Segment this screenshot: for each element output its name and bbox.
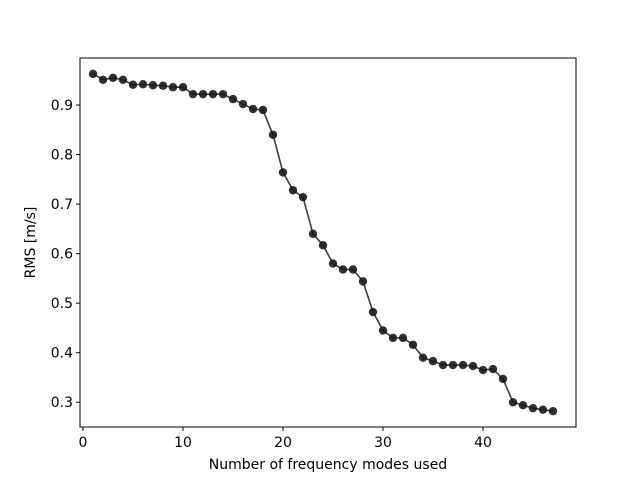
data-point <box>518 401 528 410</box>
data-point <box>138 80 148 89</box>
data-point <box>208 89 218 99</box>
data-point <box>358 277 368 286</box>
data-point <box>388 333 398 343</box>
y-tick-label: 0.7 <box>51 197 73 213</box>
data-point <box>548 406 558 416</box>
data-point <box>328 259 338 268</box>
data-point <box>258 105 268 115</box>
y-axis-label: RMS [m/s] <box>23 207 39 279</box>
data-point <box>178 83 188 92</box>
data-point <box>538 405 548 414</box>
data-point <box>528 403 538 413</box>
data-point <box>148 81 158 90</box>
x-tick-label: 30 <box>374 435 392 451</box>
y-tick-label: 0.4 <box>51 346 73 362</box>
data-point <box>128 80 138 89</box>
data-point <box>188 89 198 99</box>
data-point <box>98 75 108 84</box>
data-point <box>88 69 98 79</box>
data-point <box>418 353 428 362</box>
x-tick-label: 10 <box>174 435 192 451</box>
y-tick-label: 0.3 <box>51 395 73 411</box>
x-tick-label: 0 <box>79 435 88 451</box>
data-point <box>248 104 258 114</box>
data-point <box>468 361 478 371</box>
data-point <box>498 374 508 384</box>
data-point <box>488 364 498 374</box>
data-point <box>408 340 418 349</box>
data-point <box>268 130 278 139</box>
data-point <box>368 307 378 317</box>
data-point <box>338 265 348 274</box>
data-point <box>438 360 448 370</box>
y-tick-label: 0.9 <box>51 98 73 114</box>
y-axis: 0.3 0.4 0.5 0.6 0.7 0.8 0.9 <box>51 98 80 411</box>
data-point <box>508 398 518 407</box>
data-point <box>458 360 468 370</box>
data-point <box>448 360 458 370</box>
data-point <box>108 73 118 83</box>
data-point <box>158 81 168 90</box>
data-point <box>378 326 388 335</box>
x-axis: 0 10 20 30 40 <box>79 427 492 451</box>
data-point <box>318 241 328 250</box>
data-point <box>168 83 178 92</box>
data-point <box>228 94 238 104</box>
x-tick-label: 20 <box>274 435 292 451</box>
x-tick-label: 40 <box>474 435 492 451</box>
data-point <box>118 75 128 84</box>
data-point <box>198 89 208 99</box>
data-point <box>278 168 288 177</box>
x-axis-label: Number of frequency modes used <box>209 457 447 473</box>
y-tick-label: 0.6 <box>51 247 73 263</box>
plot-frame <box>79 57 577 428</box>
data-point <box>298 192 308 202</box>
data-point <box>308 229 318 239</box>
data-point <box>348 265 358 274</box>
data-point <box>238 99 248 109</box>
data-point <box>478 365 488 375</box>
y-tick-label: 0.8 <box>51 148 73 164</box>
data-point <box>218 89 228 99</box>
data-point <box>398 333 408 343</box>
plot-area <box>88 69 558 416</box>
data-point <box>428 356 438 366</box>
data-point <box>288 186 298 195</box>
y-tick-label: 0.5 <box>51 296 73 312</box>
